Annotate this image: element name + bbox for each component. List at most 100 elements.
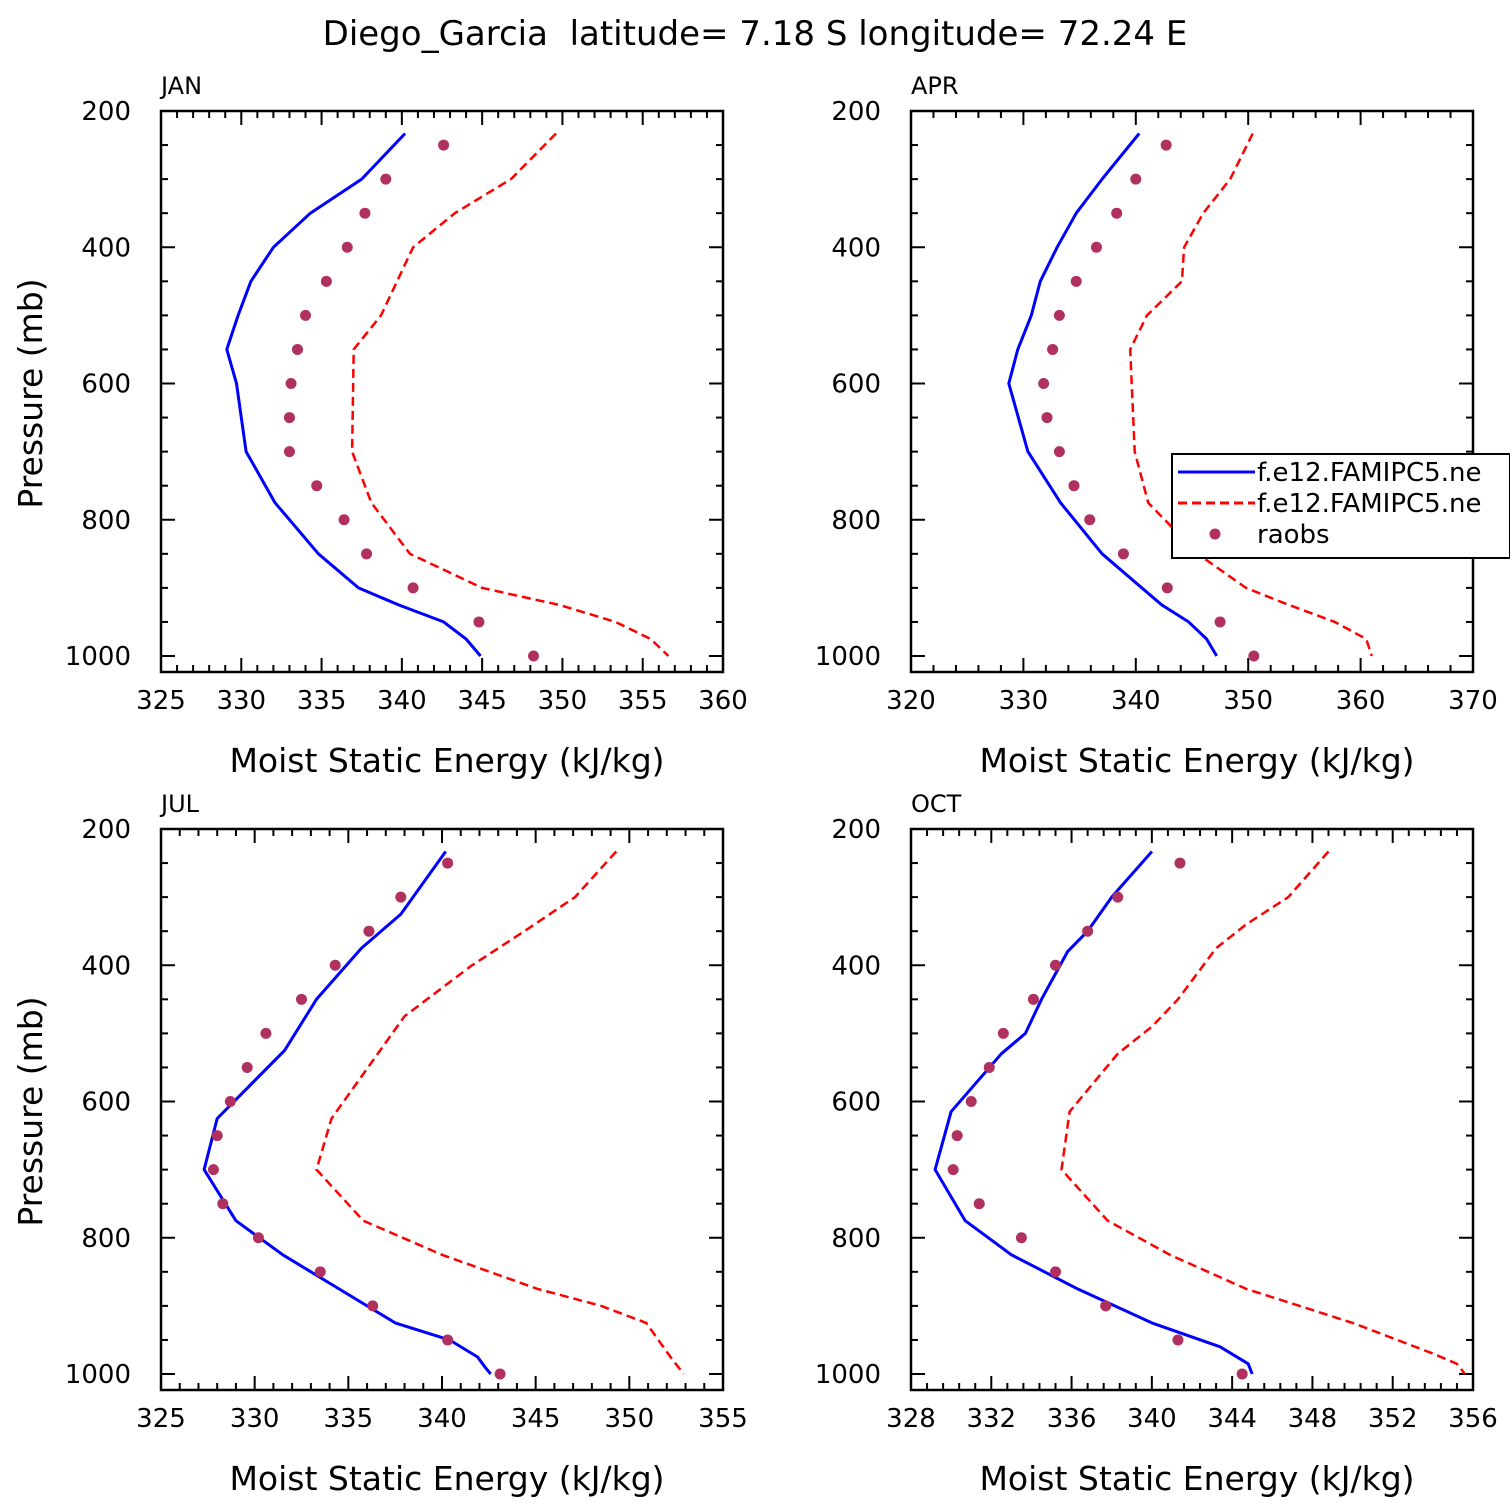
- raobs-point: [438, 139, 450, 151]
- raobs-point: [367, 1300, 379, 1312]
- raobs-point: [1117, 548, 1129, 560]
- raobs-point: [528, 650, 540, 662]
- y-tick-label: 1000: [815, 642, 881, 672]
- x-axis-label: Moist Static Energy (kJ/kg): [979, 741, 1414, 780]
- x-tick-label: 320: [886, 686, 936, 716]
- raobs-point: [283, 446, 295, 458]
- raobs-point: [283, 412, 295, 424]
- raobs-point: [1236, 1368, 1248, 1380]
- raobs-point: [965, 1096, 977, 1108]
- x-tick-label: 355: [698, 1404, 748, 1434]
- legend-label: f.e12.FAMIPC5.ne: [1257, 489, 1481, 519]
- raobs-point: [320, 275, 332, 287]
- x-tick-label: 325: [136, 686, 186, 716]
- raobs-point: [442, 857, 454, 869]
- x-tick-label: 328: [886, 1404, 936, 1434]
- x-axis-label: Moist Static Energy (kJ/kg): [979, 1459, 1414, 1498]
- y-tick-label: 600: [81, 370, 131, 400]
- y-tick-label: 800: [831, 506, 881, 536]
- raobs-point: [359, 207, 371, 219]
- raobs-point: [1070, 275, 1082, 287]
- raobs-point: [1248, 650, 1260, 662]
- x-tick-label: 345: [511, 1404, 561, 1434]
- series-group: [1007, 132, 1373, 662]
- raobs-point: [260, 1027, 272, 1039]
- raobs-point: [207, 1164, 219, 1176]
- panel-label: JAN: [159, 72, 202, 100]
- raobs-point: [300, 309, 312, 321]
- raobs-point: [1050, 1266, 1062, 1278]
- panel-apr: APR 320 330 340 350 360 370 200 400 600 800 1000 Moi…: [815, 72, 1498, 780]
- x-tick-label: 336: [1047, 1404, 1097, 1434]
- y-tick-label: 400: [81, 951, 131, 981]
- y-axis-label: Pressure (mb): [11, 996, 50, 1226]
- x-tick-label: 340: [417, 1404, 467, 1434]
- raobs-point: [1068, 480, 1080, 492]
- model-series-2-line: [1060, 850, 1466, 1375]
- raobs-point: [494, 1368, 506, 1380]
- raobs-point: [241, 1061, 253, 1073]
- model-series-1-line: [1007, 132, 1218, 657]
- y-tick-label: 200: [831, 815, 881, 845]
- x-tick-label: 355: [618, 686, 668, 716]
- y-tick-label: 200: [81, 97, 131, 127]
- raobs-point: [395, 891, 407, 903]
- x-tick-label: 345: [457, 686, 507, 716]
- y-tick-label: 400: [831, 951, 881, 981]
- model-series-2-line: [350, 132, 670, 657]
- x-tick-label: 352: [1368, 1404, 1418, 1434]
- x-tick-label: 325: [136, 1404, 186, 1434]
- x-tick-label: 350: [538, 686, 588, 716]
- y-tick-label: 800: [831, 1224, 881, 1254]
- raobs-point: [361, 548, 373, 560]
- raobs-point: [983, 1061, 995, 1073]
- panel-oct: OCT 328 332 336 340 344 348 352 356 200 400 600 800 1…: [815, 790, 1498, 1498]
- raobs-point: [1112, 891, 1124, 903]
- raobs-point: [1027, 993, 1039, 1005]
- raobs-point: [285, 378, 297, 390]
- raobs-point: [442, 1334, 454, 1346]
- x-tick-label: 340: [377, 686, 427, 716]
- model-series-2-line: [315, 850, 685, 1375]
- plot-frame: [159, 109, 725, 674]
- x-tick-label: 356: [1448, 1404, 1498, 1434]
- series-group: [225, 132, 670, 662]
- raobs-point: [311, 480, 323, 492]
- y-tick-label: 1000: [815, 1360, 881, 1390]
- x-tick-label: 360: [698, 686, 748, 716]
- legend-label: raobs: [1257, 520, 1330, 550]
- y-tick-label: 400: [81, 233, 131, 263]
- x-tick-label: 335: [324, 1404, 374, 1434]
- model-series-2-line: [1128, 132, 1373, 657]
- x-tick-label: 332: [966, 1404, 1016, 1434]
- y-tick-label: 200: [831, 97, 881, 127]
- raobs-point: [291, 343, 303, 355]
- raobs-point: [997, 1027, 1009, 1039]
- plot-frame: [909, 109, 1475, 674]
- model-series-1-line: [933, 850, 1254, 1375]
- panel-label: OCT: [911, 790, 962, 818]
- series-group: [933, 850, 1466, 1380]
- plot-frame: [909, 827, 1475, 1392]
- panel-label: JUL: [159, 790, 200, 818]
- x-tick-label: 330: [230, 1404, 280, 1434]
- raobs-point: [314, 1266, 326, 1278]
- raobs-point: [1084, 514, 1096, 526]
- y-tick-label: 600: [81, 1088, 131, 1118]
- y-tick-label: 800: [81, 506, 131, 536]
- raobs-point: [1050, 959, 1062, 971]
- raobs-point: [1082, 925, 1094, 937]
- x-tick-label: 350: [605, 1404, 655, 1434]
- x-tick-label: 344: [1207, 1404, 1257, 1434]
- raobs-point: [1172, 1334, 1184, 1346]
- raobs-point: [1160, 139, 1172, 151]
- model-series-1-line: [225, 132, 482, 657]
- legend-label: f.e12.FAMIPC5.ne: [1257, 458, 1481, 488]
- raobs-point: [951, 1130, 963, 1142]
- y-tick-label: 600: [831, 1088, 881, 1118]
- x-tick-label: 360: [1336, 686, 1386, 716]
- legend-dot: [1209, 528, 1221, 540]
- raobs-point: [363, 925, 375, 937]
